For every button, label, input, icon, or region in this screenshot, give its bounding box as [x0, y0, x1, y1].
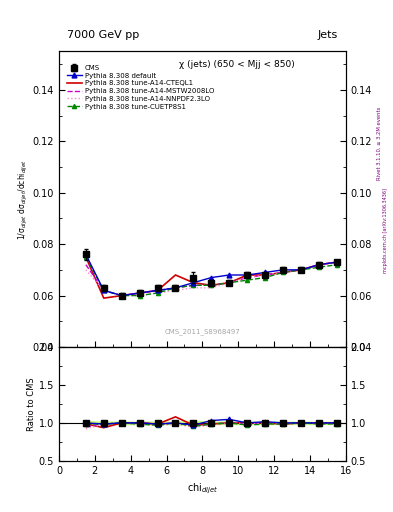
Line: Pythia 8.308 tune-CUETP8S1: Pythia 8.308 tune-CUETP8S1: [84, 255, 339, 297]
X-axis label: chi$_{dijet}$: chi$_{dijet}$: [187, 481, 218, 496]
Pythia 8.308 default: [173, 285, 178, 291]
Pythia 8.308 default: [334, 259, 339, 265]
Pythia 8.308 default: [263, 269, 268, 275]
Pythia 8.308 tune-A14-MSTW2008LO: [155, 287, 160, 293]
Pythia 8.308 tune-A14-CTEQL1: [334, 259, 339, 265]
Pythia 8.308 tune-A14-MSTW2008LO: [263, 272, 268, 278]
Line: Pythia 8.308 tune-A14-NNPDF2.3LO: Pythia 8.308 tune-A14-NNPDF2.3LO: [86, 262, 337, 295]
Pythia 8.308 tune-A14-MSTW2008LO: [173, 285, 178, 291]
Pythia 8.308 tune-A14-NNPDF2.3LO: [155, 290, 160, 296]
Pythia 8.308 tune-A14-NNPDF2.3LO: [227, 280, 231, 286]
Pythia 8.308 tune-A14-NNPDF2.3LO: [173, 287, 178, 293]
Pythia 8.308 tune-A14-MSTW2008LO: [245, 274, 250, 281]
Pythia 8.308 tune-A14-CTEQL1: [119, 292, 124, 298]
Pythia 8.308 tune-CUETP8S1: [155, 290, 160, 296]
Pythia 8.308 tune-A14-CTEQL1: [155, 287, 160, 293]
Pythia 8.308 tune-A14-NNPDF2.3LO: [281, 269, 285, 275]
Pythia 8.308 tune-A14-CTEQL1: [317, 262, 321, 268]
Pythia 8.308 tune-A14-NNPDF2.3LO: [299, 267, 303, 273]
Pythia 8.308 tune-CUETP8S1: [263, 274, 268, 281]
Pythia 8.308 tune-CUETP8S1: [245, 277, 250, 283]
Text: mcplots.cern.ch [arXiv:1306.3436]: mcplots.cern.ch [arXiv:1306.3436]: [384, 188, 388, 273]
Text: CMS_2011_S8968497: CMS_2011_S8968497: [165, 328, 240, 335]
Pythia 8.308 tune-A14-NNPDF2.3LO: [245, 274, 250, 281]
Pythia 8.308 tune-CUETP8S1: [101, 287, 106, 293]
Pythia 8.308 default: [281, 267, 285, 273]
Pythia 8.308 tune-A14-MSTW2008LO: [209, 282, 214, 288]
Pythia 8.308 tune-A14-CTEQL1: [263, 272, 268, 278]
Pythia 8.308 default: [245, 272, 250, 278]
Pythia 8.308 tune-CUETP8S1: [281, 269, 285, 275]
Pythia 8.308 tune-CUETP8S1: [137, 292, 142, 298]
Pythia 8.308 tune-A14-MSTW2008LO: [317, 262, 321, 268]
Pythia 8.308 tune-A14-MSTW2008LO: [281, 269, 285, 275]
Pythia 8.308 tune-A14-NNPDF2.3LO: [334, 259, 339, 265]
Line: Pythia 8.308 tune-A14-MSTW2008LO: Pythia 8.308 tune-A14-MSTW2008LO: [86, 262, 337, 295]
Pythia 8.308 default: [299, 267, 303, 273]
Pythia 8.308 tune-A14-NNPDF2.3LO: [119, 292, 124, 298]
Y-axis label: Ratio to CMS: Ratio to CMS: [27, 377, 36, 431]
Line: Pythia 8.308 tune-A14-CTEQL1: Pythia 8.308 tune-A14-CTEQL1: [86, 257, 337, 298]
Line: Pythia 8.308 default: Pythia 8.308 default: [83, 252, 339, 298]
Pythia 8.308 tune-A14-CTEQL1: [101, 295, 106, 301]
Pythia 8.308 tune-CUETP8S1: [173, 285, 178, 291]
Pythia 8.308 tune-A14-CTEQL1: [191, 280, 196, 286]
Pythia 8.308 default: [191, 280, 196, 286]
Pythia 8.308 tune-A14-NNPDF2.3LO: [191, 285, 196, 291]
Legend: CMS, Pythia 8.308 default, Pythia 8.308 tune-A14-CTEQL1, Pythia 8.308 tune-A14-M: CMS, Pythia 8.308 default, Pythia 8.308 …: [65, 63, 215, 111]
Pythia 8.308 tune-A14-MSTW2008LO: [119, 292, 124, 298]
Pythia 8.308 default: [137, 290, 142, 296]
Pythia 8.308 default: [155, 287, 160, 293]
Pythia 8.308 tune-A14-MSTW2008LO: [137, 290, 142, 296]
Pythia 8.308 tune-CUETP8S1: [334, 262, 339, 268]
Pythia 8.308 default: [227, 272, 231, 278]
Pythia 8.308 tune-CUETP8S1: [299, 267, 303, 273]
Pythia 8.308 default: [119, 292, 124, 298]
Pythia 8.308 tune-CUETP8S1: [191, 282, 196, 288]
Pythia 8.308 tune-A14-NNPDF2.3LO: [83, 267, 88, 273]
Pythia 8.308 default: [101, 287, 106, 293]
Pythia 8.308 tune-A14-MSTW2008LO: [191, 282, 196, 288]
Pythia 8.308 tune-A14-NNPDF2.3LO: [137, 292, 142, 298]
Pythia 8.308 default: [83, 251, 88, 258]
Pythia 8.308 tune-A14-CTEQL1: [209, 282, 214, 288]
Pythia 8.308 tune-A14-CTEQL1: [227, 280, 231, 286]
Pythia 8.308 tune-A14-CTEQL1: [173, 272, 178, 278]
Text: Jets: Jets: [318, 30, 338, 40]
Pythia 8.308 tune-A14-MSTW2008LO: [334, 259, 339, 265]
Pythia 8.308 default: [317, 262, 321, 268]
Pythia 8.308 tune-A14-MSTW2008LO: [83, 262, 88, 268]
Pythia 8.308 tune-A14-NNPDF2.3LO: [209, 285, 214, 291]
Pythia 8.308 tune-A14-CTEQL1: [83, 254, 88, 260]
Pythia 8.308 tune-A14-CTEQL1: [245, 272, 250, 278]
Pythia 8.308 tune-CUETP8S1: [83, 254, 88, 260]
Text: 7000 GeV pp: 7000 GeV pp: [67, 30, 139, 40]
Pythia 8.308 tune-A14-NNPDF2.3LO: [317, 262, 321, 268]
Pythia 8.308 tune-A14-NNPDF2.3LO: [101, 287, 106, 293]
Pythia 8.308 tune-A14-MSTW2008LO: [227, 280, 231, 286]
Pythia 8.308 tune-CUETP8S1: [317, 264, 321, 270]
Pythia 8.308 tune-A14-MSTW2008LO: [101, 287, 106, 293]
Pythia 8.308 tune-A14-CTEQL1: [299, 267, 303, 273]
Pythia 8.308 tune-A14-CTEQL1: [281, 269, 285, 275]
Pythia 8.308 tune-A14-MSTW2008LO: [299, 267, 303, 273]
Y-axis label: 1/σ$_{dijet}$ dσ$_{dijet}$/dchi$_{dijet}$: 1/σ$_{dijet}$ dσ$_{dijet}$/dchi$_{dijet}…: [17, 159, 30, 240]
Pythia 8.308 tune-CUETP8S1: [119, 292, 124, 298]
Text: Rivet 3.1.10, ≥ 3.2M events: Rivet 3.1.10, ≥ 3.2M events: [377, 106, 382, 180]
Pythia 8.308 default: [209, 274, 214, 281]
Pythia 8.308 tune-A14-CTEQL1: [137, 290, 142, 296]
Pythia 8.308 tune-CUETP8S1: [209, 282, 214, 288]
Text: χ (jets) (650 < Mjj < 850): χ (jets) (650 < Mjj < 850): [179, 60, 295, 69]
Pythia 8.308 tune-CUETP8S1: [227, 280, 231, 286]
Pythia 8.308 tune-A14-NNPDF2.3LO: [263, 272, 268, 278]
